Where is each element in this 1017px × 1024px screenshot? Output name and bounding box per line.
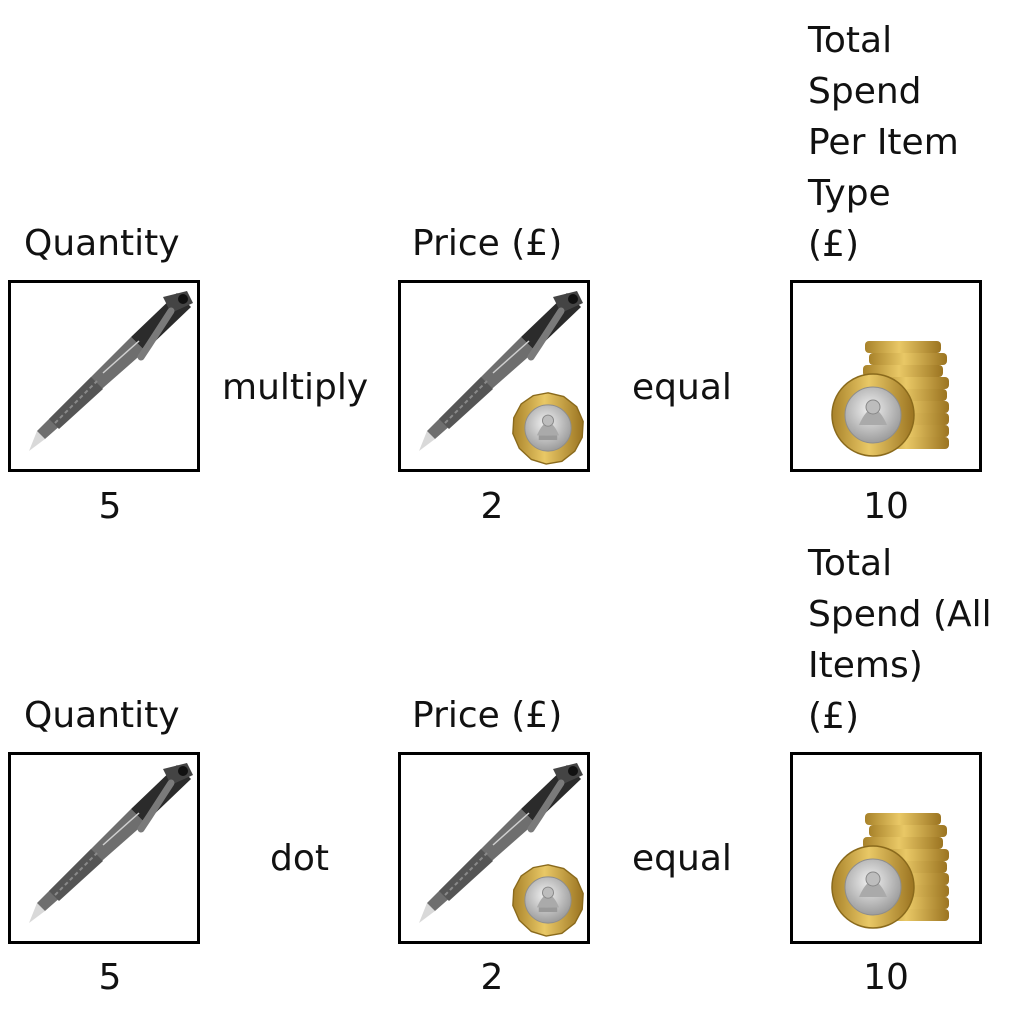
pen-icon [11,755,197,941]
total-box [790,752,982,944]
price-label: Price (£) [412,695,563,736]
coin-stack-icon [793,283,979,469]
quantity-value: 5 [98,957,122,998]
total-spend-per-item-label: Total Spend Per Item Type (£) [808,20,959,265]
price-box [398,280,590,472]
price-value: 2 [480,957,504,998]
pen-icon [11,283,197,469]
total-value: 10 [863,957,909,998]
coin-stack-icon [793,755,979,941]
quantity-value: 5 [98,486,122,527]
quantity-label: Quantity [24,695,180,736]
pound-coin-icon [512,864,584,937]
multiply-operator: multiply [222,367,369,408]
price-label: Price (£) [412,223,563,264]
dot-operator: dot [270,838,329,879]
total-spend-all-items-label: Total Spend (All Items) (£) [808,543,992,737]
equal-operator: equal [632,838,732,879]
price-box [398,752,590,944]
quantity-box [8,752,200,944]
quantity-label: Quantity [24,223,180,264]
total-value: 10 [863,486,909,527]
total-box [790,280,982,472]
quantity-box [8,280,200,472]
pound-coin-icon [512,392,584,465]
equal-operator: equal [632,367,732,408]
price-value: 2 [480,486,504,527]
